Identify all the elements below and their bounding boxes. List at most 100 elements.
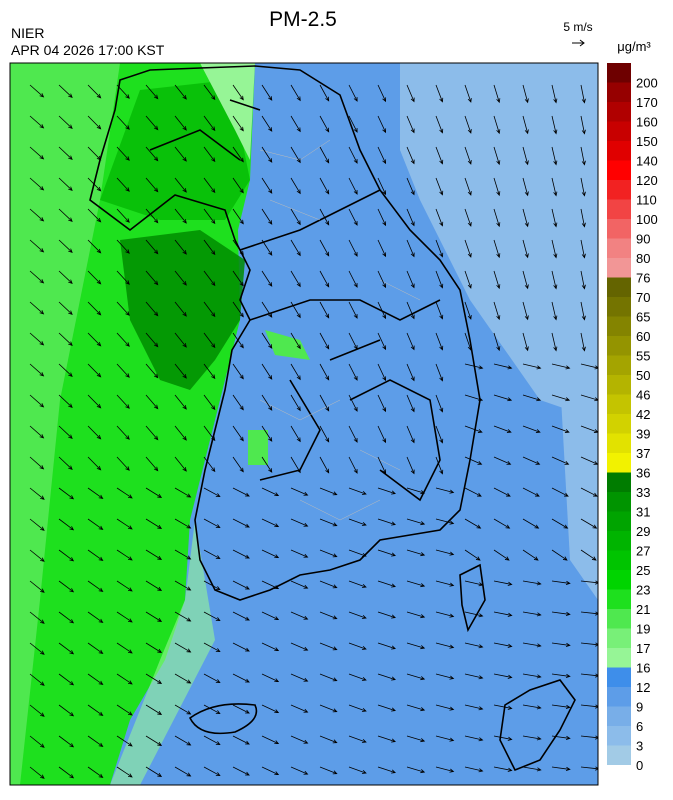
legend-label: 33 <box>636 485 650 500</box>
wind-arrow <box>261 239 273 256</box>
wind-arrow <box>551 332 558 352</box>
wind-arrow <box>435 456 444 475</box>
legend-swatch <box>607 219 631 239</box>
wind-arrow <box>464 549 481 561</box>
wind-arrow <box>145 704 163 716</box>
wind-arrow <box>435 549 455 556</box>
wind-arrow <box>319 239 330 257</box>
legend-swatch <box>607 355 631 375</box>
wind-arrow <box>290 518 309 527</box>
wind-arrow <box>290 487 309 496</box>
wind-arrow <box>87 270 102 285</box>
wind-arrow <box>348 580 367 588</box>
legend-label: 76 <box>636 271 650 286</box>
legend-swatch <box>607 609 631 629</box>
wind-arrow <box>290 673 309 682</box>
wind-arrow <box>493 642 513 648</box>
wind-arrow <box>145 239 159 255</box>
wind-arrow <box>116 394 130 409</box>
map-frame <box>9 62 599 786</box>
legend-label: 21 <box>636 602 650 617</box>
legend-label: 6 <box>636 719 643 734</box>
wind-arrow <box>145 208 159 224</box>
wind-arrow <box>261 115 273 132</box>
wind-arrow <box>58 84 73 98</box>
wind-arrow <box>116 332 130 347</box>
wind-arrow <box>348 115 358 133</box>
legend-swatch <box>607 492 631 512</box>
wind-arrow <box>87 704 104 716</box>
wind-arrow <box>261 580 280 590</box>
wind-arrow <box>145 177 159 193</box>
legend-swatch <box>607 180 631 200</box>
wind-arrow <box>174 642 192 653</box>
wind-arrow <box>116 766 133 778</box>
wind-arrow <box>435 487 455 494</box>
wind-arrow <box>261 332 273 349</box>
wind-arrow <box>87 549 104 561</box>
wind-arrow <box>348 487 367 495</box>
wind-arrow <box>145 394 159 410</box>
wind-arrow <box>87 394 102 409</box>
wind-arrow <box>348 642 367 650</box>
wind-arrow <box>551 301 558 321</box>
wind-arrow <box>58 611 75 624</box>
wind-arrow <box>290 363 301 381</box>
wind-arrow <box>261 518 280 528</box>
wind-arrow <box>435 611 455 618</box>
wind-arrow <box>464 673 484 680</box>
wind-arrow <box>348 766 367 774</box>
wind-arrow <box>116 456 130 471</box>
wind-arrow <box>116 735 133 747</box>
wind-arrow <box>261 766 280 776</box>
wind-arrow <box>174 580 192 591</box>
wind-arrow <box>29 177 45 191</box>
wind-arrow <box>406 580 426 588</box>
wind-arrow <box>580 704 598 709</box>
wind-arrow <box>203 518 221 529</box>
wind-arrow <box>145 115 159 131</box>
wind-arrow <box>174 518 192 529</box>
wind-arrow <box>319 611 338 620</box>
wind-arrow <box>58 580 75 593</box>
wind-arrow <box>522 177 529 197</box>
wind-arrow <box>319 704 338 713</box>
wind-arrow <box>261 456 273 473</box>
wind-arrow <box>406 735 426 743</box>
wind-arrow <box>261 735 280 745</box>
wind-arrow <box>464 456 483 465</box>
wind-arrow <box>319 673 338 682</box>
wind-arrow <box>551 425 570 433</box>
wind-arrow <box>580 146 586 166</box>
legend-label: 23 <box>636 583 650 598</box>
legend-swatch <box>607 258 631 278</box>
wind-arrow <box>319 642 338 651</box>
wind-arrow <box>522 518 540 529</box>
wind-arrow <box>580 84 586 104</box>
wind-arrow <box>87 673 104 685</box>
wind-arrow <box>522 425 541 433</box>
wind-arrow <box>377 611 396 619</box>
wind-arrow <box>29 363 45 377</box>
wind-arrow <box>348 456 358 474</box>
wind-arrow <box>261 487 280 497</box>
wind-arrow <box>493 115 501 135</box>
wind-arrow <box>580 456 598 465</box>
wind-arrow <box>58 394 73 408</box>
wind-arrow <box>464 735 484 742</box>
wind-arrow <box>29 301 45 315</box>
wind-arrow <box>87 456 102 471</box>
wind-arrow <box>58 766 75 779</box>
wind-arrow <box>580 208 586 228</box>
wind-arrow <box>377 239 387 258</box>
wind-arrow <box>58 208 73 222</box>
wind-arrow <box>493 363 513 370</box>
wind-arrow <box>58 704 75 717</box>
wind-arrow <box>377 518 396 526</box>
wind-arrow <box>551 208 558 228</box>
wind-arrow <box>29 208 45 222</box>
wind-arrow <box>203 425 216 442</box>
wind-arrow <box>464 115 472 134</box>
wind-arrow <box>232 611 250 621</box>
wind-arrow <box>493 735 513 741</box>
